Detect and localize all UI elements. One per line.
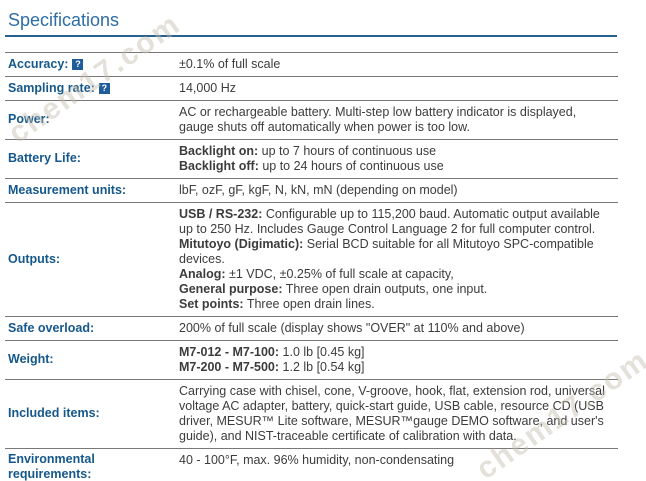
spec-label-text: Included items:: [8, 406, 100, 421]
spec-label: Outputs:: [5, 203, 169, 316]
spec-value: lbF, ozF, gF, kgF, N, kN, mN (depending …: [169, 179, 618, 202]
spec-table-body: Accuracy:? ±0.1% of full scale Sampling ra…: [5, 51, 618, 481]
spec-label: Measurement units:: [5, 179, 169, 202]
spec-row: Sampling rate:? 14,000 Hz: [5, 75, 618, 100]
spec-row: Weight: M7-012 - M7-100: 1.0 lb [0.45 kg]…: [5, 339, 618, 379]
spec-value: Backlight on: up to 7 hours of continuou…: [169, 140, 618, 178]
spec-label-text: Power:: [8, 112, 50, 127]
spec-row: Battery Life: Backlight on: up to 7 hours…: [5, 138, 618, 178]
page-title: Specifications: [8, 10, 120, 30]
spec-value-line: M7-012 - M7-100: 1.0 lb [0.45 kg]: [179, 344, 365, 359]
spec-value-line: 40 - 100°F, max. 96% humidity, non-conde…: [179, 452, 455, 467]
specifications-table: Accuracy:? ±0.1% of full scale Sampling ra…: [5, 51, 618, 481]
spec-value-line: Backlight off: up to 24 hours of continu…: [179, 158, 444, 173]
help-icon[interactable]: ?: [98, 82, 110, 94]
spec-row: Outputs: USB / RS-232: Configurable up to…: [5, 201, 618, 316]
spec-label: Environmental requirements:: [5, 449, 169, 481]
spec-value: 40 - 100°F, max. 96% humidity, non-conde…: [169, 449, 618, 481]
spec-value-line: USB / RS-232: Configurable up to 115,200…: [179, 206, 600, 236]
spec-value: M7-012 - M7-100: 1.0 lb [0.45 kg] M7-200 …: [169, 341, 618, 379]
spec-label-text: Outputs:: [8, 251, 61, 266]
spec-value-line: 200% of full scale (display shows "OVER"…: [179, 320, 525, 335]
spec-label: Accuracy:?: [5, 53, 169, 76]
spec-label-text: Measurement units:: [8, 182, 127, 197]
spec-row: Power: AC or rechargeable battery. Multi-…: [5, 99, 618, 139]
spec-value-line: ±0.1% of full scale: [179, 56, 281, 71]
spec-label: Power:: [5, 101, 169, 139]
spec-row: Measurement units: lbF, ozF, gF, kgF, N, …: [5, 177, 618, 202]
spec-label: Weight:: [5, 341, 169, 379]
spec-value-line: lbF, ozF, gF, kgF, N, kN, mN (depending …: [179, 182, 458, 197]
spec-label-text: Battery Life:: [8, 151, 81, 166]
spec-value-line: 14,000 Hz: [179, 80, 236, 95]
spec-label-text: Sampling rate:: [8, 80, 95, 95]
spec-label: Sampling rate:?: [5, 77, 169, 100]
spec-label: Battery Life:: [5, 140, 169, 178]
spec-label-text: Weight:: [8, 352, 54, 367]
spec-label-text: Safe overload:: [8, 320, 95, 335]
spec-value: Carrying case with chisel, cone, V-groov…: [169, 380, 618, 448]
spec-label: Safe overload:: [5, 317, 169, 340]
spec-row: Environmental requirements: 40 - 100°F, m…: [5, 447, 618, 481]
spec-value: USB / RS-232: Configurable up to 115,200…: [169, 203, 618, 316]
spec-row: Safe overload: 200% of full scale (displa…: [5, 315, 618, 340]
spec-value: AC or rechargeable battery. Multi-step l…: [169, 101, 618, 139]
spec-value-line: AC or rechargeable battery. Multi-step l…: [179, 104, 577, 134]
spec-value: 200% of full scale (display shows "OVER"…: [169, 317, 618, 340]
spec-value-line: General purpose: Three open drain output…: [179, 281, 488, 296]
spec-value-line: Analog: ±1 VDC, ±0.25% of full scale at …: [179, 266, 454, 281]
spec-value-line: Set points: Three open drain lines.: [179, 296, 375, 311]
help-icon[interactable]: ?: [72, 58, 84, 70]
spec-row: Accuracy:? ±0.1% of full scale: [5, 51, 618, 76]
spec-value-line: Backlight on: up to 7 hours of continuou…: [179, 143, 437, 158]
spec-value-line: Carrying case with chisel, cone, V-groov…: [179, 383, 605, 443]
spec-value: ±0.1% of full scale: [169, 53, 618, 76]
spec-label-text: Environmental requirements:: [8, 451, 95, 481]
spec-value-line: M7-200 - M7-500: 1.2 lb [0.54 kg]: [179, 359, 365, 374]
spec-label: Included items:: [5, 380, 169, 448]
spec-row: Included items: Carrying case with chisel…: [5, 378, 618, 448]
spec-value-line: Mitutoyo (Digimatic): Serial BCD suitabl…: [179, 236, 594, 266]
title-underline: [5, 34, 617, 37]
spec-value: 14,000 Hz: [169, 77, 618, 100]
spec-label-text: Accuracy:: [8, 56, 69, 71]
